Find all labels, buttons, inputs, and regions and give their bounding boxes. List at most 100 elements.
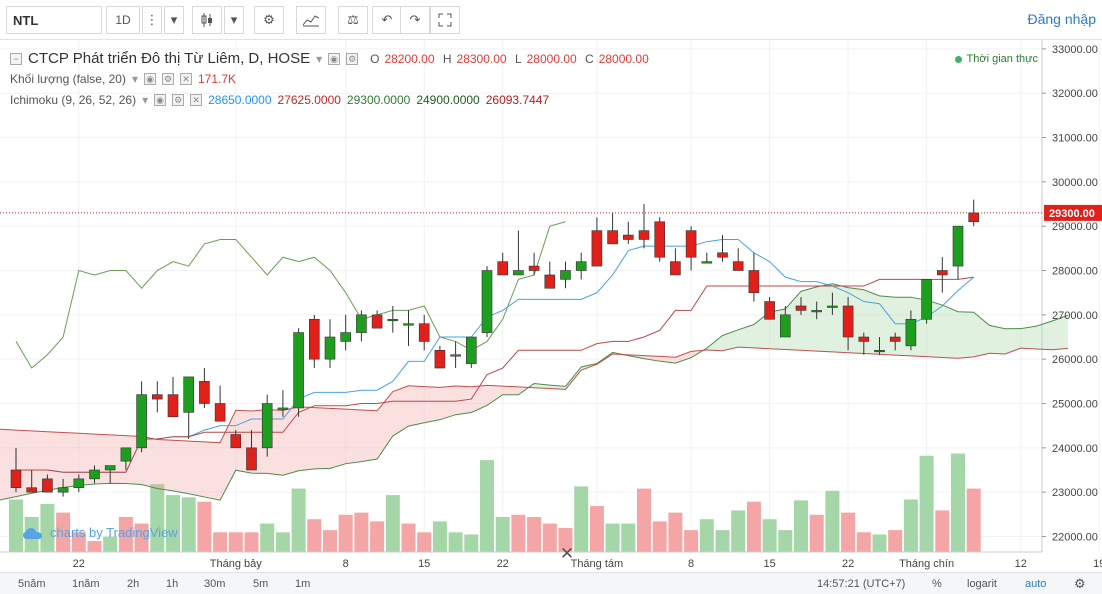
candle-body xyxy=(968,212,980,223)
range-5m[interactable]: 5m xyxy=(253,578,269,590)
time-axis-bg xyxy=(0,552,1042,572)
cloud-segment xyxy=(706,335,723,351)
candle-body xyxy=(356,314,367,333)
volume-bar xyxy=(291,488,306,552)
candle-body xyxy=(230,434,242,449)
clock[interactable]: 14:57:21 (UTC+7) xyxy=(817,578,906,590)
candle-body xyxy=(717,252,728,258)
cloud-segment xyxy=(110,434,126,484)
gear-icon[interactable]: ⚙ xyxy=(162,73,174,85)
range-5y[interactable]: 5năm xyxy=(18,578,46,590)
volume-legend: Khối lượng (false, 20) ▾ ◉ ⚙ ✕ 171.7K xyxy=(10,72,236,86)
chevron-down-icon[interactable]: ▾ xyxy=(131,72,138,86)
candle-body xyxy=(73,478,85,489)
cloud-segment xyxy=(1052,315,1068,350)
candle-body xyxy=(42,478,53,493)
range-2h[interactable]: 2h xyxy=(127,578,140,590)
close-icon[interactable]: ✕ xyxy=(190,94,203,106)
time-tick-label: 19 xyxy=(1093,558,1102,570)
more-vertical-icon[interactable]: ⋮ xyxy=(142,6,162,34)
redo-icon[interactable]: ↷ xyxy=(400,6,430,34)
candle-body xyxy=(858,336,870,342)
candle-body xyxy=(685,230,697,258)
volume-bar xyxy=(401,523,416,552)
high-value: 28300.00 xyxy=(456,51,507,66)
compare-icon[interactable]: ⚖ xyxy=(338,6,368,34)
candles-icon[interactable] xyxy=(192,6,222,34)
close-icon[interactable]: ✕ xyxy=(180,73,192,85)
volume-bar xyxy=(731,510,746,552)
candle-body xyxy=(136,394,147,449)
candle-body xyxy=(701,261,713,264)
fullscreen-icon[interactable] xyxy=(430,6,460,34)
volume-bar xyxy=(888,530,903,552)
candle-body xyxy=(450,354,461,357)
time-tick-label: Tháng bảy xyxy=(210,558,262,570)
price-axis: 33000.00 32000.00 31000.00 30000.00 29000.00… xyxy=(1042,44,1102,543)
candlesticks xyxy=(0,199,1042,497)
volume-bar xyxy=(56,512,71,552)
cloud-segment xyxy=(63,432,79,488)
chevron-down-icon[interactable]: ▾ xyxy=(164,6,184,34)
auto-toggle[interactable]: auto xyxy=(1025,578,1047,590)
interval-button[interactable]: 1D xyxy=(106,6,140,34)
cloud-segment xyxy=(330,408,346,469)
volume-bar xyxy=(856,532,871,552)
cloud-segment xyxy=(408,385,425,427)
volume-bar xyxy=(825,490,840,552)
candle-body xyxy=(560,270,571,280)
volume-bar xyxy=(338,514,353,552)
last-price-badge xyxy=(1044,204,1102,221)
cloud-segment xyxy=(863,289,880,355)
cloud-segment xyxy=(942,305,958,359)
chevron-down-icon[interactable]: ▾ xyxy=(316,51,323,66)
cloud-segment xyxy=(0,429,16,500)
cloud-segment xyxy=(1005,328,1021,355)
chevron-down-icon[interactable]: ▾ xyxy=(142,93,149,107)
eye-icon[interactable]: ◉ xyxy=(154,94,167,106)
volume-bar xyxy=(275,532,290,552)
candle-body xyxy=(889,336,901,342)
volume-bar xyxy=(118,517,133,552)
symbol-input[interactable]: NTL xyxy=(6,6,102,34)
gear-icon[interactable]: ⚙ xyxy=(254,6,284,34)
candle-body xyxy=(371,314,383,329)
indicators-icon[interactable] xyxy=(296,6,326,34)
range-30m[interactable]: 30m xyxy=(204,578,226,590)
eye-icon[interactable]: ◉ xyxy=(144,73,156,85)
candle-body xyxy=(811,310,823,313)
time-tick-label: 15 xyxy=(763,558,775,570)
price-tick-label: 31000.00 xyxy=(1052,133,1098,145)
range-1m[interactable]: 1m xyxy=(295,578,311,590)
close-icon[interactable]: ✕ xyxy=(559,544,575,563)
cloud-segment xyxy=(1020,326,1037,349)
cloud-segment xyxy=(1036,320,1053,350)
candle-body xyxy=(324,336,336,360)
candle-body xyxy=(795,305,807,311)
collapse-icon[interactable]: − xyxy=(10,52,22,65)
volume-bar xyxy=(87,541,102,552)
price-chart[interactable]: 33000.00 32000.00 31000.00 30000.00 29000.00… xyxy=(0,40,1102,572)
login-link[interactable]: Đăng nhập xyxy=(1027,11,1096,27)
range-1h[interactable]: 1h xyxy=(166,578,179,590)
candle-body xyxy=(638,230,650,240)
gear-icon[interactable]: ⚙ xyxy=(1074,576,1086,591)
candle-body xyxy=(936,270,948,276)
percent-toggle[interactable]: % xyxy=(932,578,942,590)
cloud-segment xyxy=(973,312,990,357)
candle-body xyxy=(654,221,666,258)
tradingview-watermark[interactable]: charts by TradingView xyxy=(22,525,178,540)
chevron-down-icon[interactable]: ▾ xyxy=(224,6,244,34)
time-tick-label: 22 xyxy=(497,558,509,570)
cloud-segment xyxy=(989,325,1006,355)
range-1y[interactable]: 1năm xyxy=(72,578,100,590)
gear-icon[interactable]: ⚙ xyxy=(346,52,359,65)
candle-body xyxy=(340,332,352,342)
time-tick-label: 22 xyxy=(73,558,85,570)
gear-icon[interactable]: ⚙ xyxy=(172,94,185,106)
log-toggle[interactable]: logarit xyxy=(967,578,997,590)
cloud-segment xyxy=(361,409,378,462)
volume-bar xyxy=(574,486,589,552)
undo-icon[interactable]: ↶ xyxy=(372,6,402,34)
eye-icon[interactable]: ◉ xyxy=(328,52,341,65)
